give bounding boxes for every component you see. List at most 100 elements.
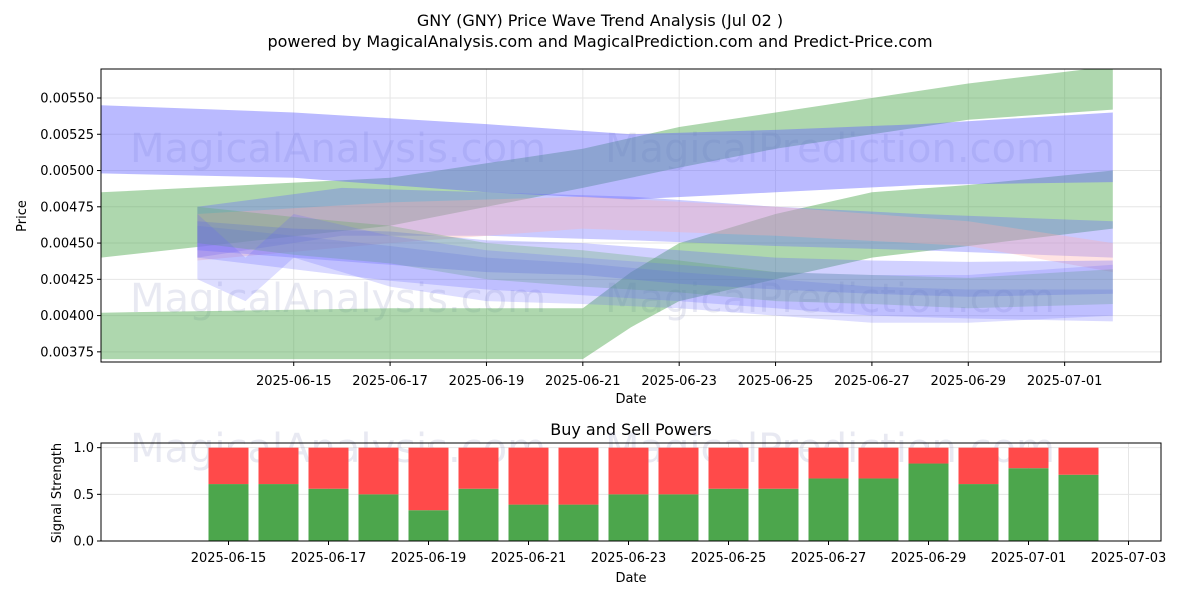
sell-bar xyxy=(1058,447,1099,475)
sell-bar xyxy=(408,447,449,511)
signal-y-tick-label: 0.0 xyxy=(73,535,94,550)
buy-bar xyxy=(1058,474,1099,541)
price-y-tick-label: 0.00475 xyxy=(40,200,94,215)
signal-x-tick-label: 2025-06-19 xyxy=(391,551,467,566)
buy-bar xyxy=(258,484,299,541)
sell-bar xyxy=(308,447,349,489)
sell-bar xyxy=(558,447,599,505)
price-y-tick-label: 0.00375 xyxy=(40,345,94,360)
price-band-6 xyxy=(197,221,1113,297)
buy-bar xyxy=(358,494,399,541)
watermark-prediction: MagicalPrediction.com xyxy=(605,126,1055,172)
buy-bar xyxy=(408,510,449,541)
price-band-2 xyxy=(101,170,1113,360)
signal-plot-border xyxy=(100,442,1162,542)
price-x-tick-label: 2025-06-23 xyxy=(641,374,717,389)
price-y-tick-label: 0.00425 xyxy=(40,273,94,288)
signal-y-axis-label: Signal Strength xyxy=(50,443,65,543)
price-x-tick-label: 2025-06-15 xyxy=(256,374,332,389)
signal-x-tick-label: 2025-07-03 xyxy=(1091,551,1167,566)
signal-y-tick-label: 1.0 xyxy=(73,441,94,456)
price-x-tick-label: 2025-06-17 xyxy=(352,374,428,389)
sell-bar xyxy=(608,447,649,495)
sell-bar xyxy=(658,447,699,495)
signal-x-tick-label: 2025-06-21 xyxy=(491,551,567,566)
buy-bar xyxy=(658,494,699,541)
buy-bar xyxy=(908,463,949,541)
price-panel: MagicalAnalysis.com MagicalPrediction.co… xyxy=(15,68,1162,407)
signal-y-ticks: 0.0 0.5 1.0 xyxy=(73,441,101,550)
buy-bar xyxy=(308,488,349,541)
price-x-ticks: 2025-06-15 2025-06-17 2025-06-19 2025-06-21… xyxy=(256,362,1102,389)
price-y-tick-label: 0.00550 xyxy=(40,92,94,107)
price-y-tick-label: 0.00525 xyxy=(40,128,94,143)
price-y-tick-label: 0.00450 xyxy=(40,237,94,252)
price-y-ticks: 0.00375 0.00400 0.00425 0.00450 0.00475 0.005… xyxy=(40,92,101,360)
price-x-tick-label: 2025-07-01 xyxy=(1027,374,1103,389)
signal-chart-title: Buy and Sell Powers xyxy=(550,420,712,439)
buy-bar xyxy=(708,488,749,541)
sell-bar xyxy=(908,447,949,464)
buy-bar xyxy=(808,478,849,541)
sell-bar xyxy=(858,447,899,479)
sell-bar xyxy=(208,447,249,485)
buy-bar xyxy=(1008,468,1049,541)
price-band-1 xyxy=(101,69,1113,258)
price-band-8 xyxy=(197,206,1113,309)
sell-bar xyxy=(508,447,549,505)
price-y-tick-label: 0.00400 xyxy=(40,309,94,324)
buy-bar xyxy=(758,488,799,541)
signal-x-tick-label: 2025-06-17 xyxy=(291,551,367,566)
price-band-9 xyxy=(197,214,1113,323)
price-band-3 xyxy=(101,105,1113,200)
signal-x-tick-label: 2025-06-25 xyxy=(691,551,767,566)
price-grid xyxy=(101,69,1161,362)
sell-bar xyxy=(708,447,749,489)
price-x-tick-label: 2025-06-25 xyxy=(738,374,814,389)
price-y-axis-label: Price xyxy=(15,200,30,232)
price-plot-border xyxy=(100,68,1162,363)
signal-x-tick-label: 2025-06-27 xyxy=(791,551,867,566)
price-x-axis-label: Date xyxy=(615,392,646,407)
price-x-tick-label: 2025-06-21 xyxy=(545,374,621,389)
price-plot-frame xyxy=(101,69,1161,362)
sell-bar xyxy=(1008,447,1049,469)
signal-x-tick-label: 2025-06-29 xyxy=(891,551,967,566)
buy-bar xyxy=(608,494,649,541)
buy-bar xyxy=(558,504,599,541)
watermark-prediction-2: MagicalPrediction.com xyxy=(605,276,1055,322)
price-y-tick-label: 0.00500 xyxy=(40,164,94,179)
signal-panel: Buy and Sell Powers MagicalAnalysis.com … xyxy=(50,420,1166,586)
sell-bar xyxy=(358,447,399,495)
sell-bar xyxy=(808,447,849,479)
price-watermarks: MagicalAnalysis.com MagicalPrediction.co… xyxy=(130,126,1055,322)
sell-bar xyxy=(258,447,299,485)
sell-bar xyxy=(758,447,799,489)
price-band-7 xyxy=(197,225,1113,322)
signal-bars xyxy=(208,447,1099,541)
signal-x-tick-label: 2025-06-23 xyxy=(591,551,667,566)
signal-x-axis-label: Date xyxy=(615,571,646,586)
buy-bar xyxy=(858,478,899,541)
price-band-5 xyxy=(197,196,1113,273)
sell-bar xyxy=(458,447,499,489)
price-x-tick-label: 2025-06-19 xyxy=(449,374,525,389)
buy-bar xyxy=(508,504,549,541)
signal-x-ticks: 2025-06-15 2025-06-17 2025-06-19 2025-06-21… xyxy=(191,541,1167,566)
sell-bar xyxy=(958,447,999,485)
price-x-tick-label: 2025-06-29 xyxy=(930,374,1006,389)
price-bands xyxy=(101,69,1113,360)
watermark-analysis: MagicalAnalysis.com xyxy=(130,126,546,172)
signal-x-tick-label: 2025-07-01 xyxy=(991,551,1067,566)
price-band-4 xyxy=(197,187,1113,258)
signal-x-tick-label: 2025-06-15 xyxy=(191,551,267,566)
chart-title: GNY (GNY) Price Wave Trend Analysis (Jul… xyxy=(417,11,783,30)
buy-bar xyxy=(208,484,249,541)
chart-subtitle: powered by MagicalAnalysis.com and Magic… xyxy=(267,32,932,51)
watermark-analysis-2: MagicalAnalysis.com xyxy=(130,276,546,322)
buy-bar xyxy=(958,484,999,541)
buy-bar xyxy=(458,488,499,541)
signal-y-tick-label: 0.5 xyxy=(73,488,94,503)
price-x-tick-label: 2025-06-27 xyxy=(834,374,910,389)
